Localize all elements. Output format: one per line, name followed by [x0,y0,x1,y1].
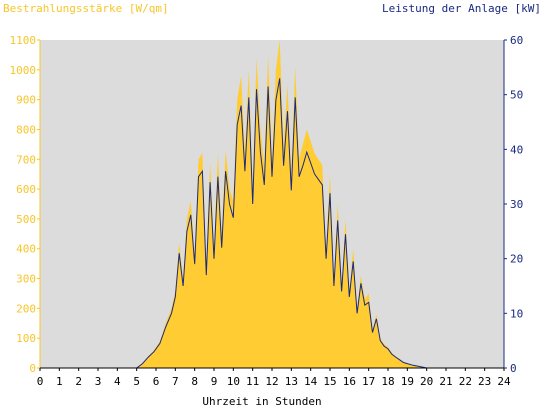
right-tick-label: 60 [510,34,523,47]
x-tick-label: 7 [172,375,179,388]
power-series-line [40,78,504,369]
x-tick-label: 0 [37,375,44,388]
x-tick-label: 6 [153,375,160,388]
left-tick-label: 800 [16,123,36,136]
right-axis-title: Leistung der Anlage [kW] [382,2,541,15]
left-tick-label: 1000 [10,64,37,77]
x-tick-label: 3 [95,375,102,388]
x-tick-label: 17 [362,375,375,388]
right-tick-label: 50 [510,89,523,102]
left-tick-label: 400 [16,243,36,256]
left-tick-label: 600 [16,183,36,196]
x-tick-label: 13 [285,375,298,388]
x-tick-label: 19 [401,375,414,388]
x-tick-label: 24 [497,375,511,388]
left-axis-title: Bestrahlungsstärke [W/qm] [3,2,169,15]
x-tick-label: 8 [191,375,198,388]
x-tick-label: 9 [211,375,218,388]
x-tick-label: 21 [439,375,452,388]
x-tick-label: 22 [459,375,472,388]
x-tick-label: 2 [75,375,82,388]
x-tick-label: 20 [420,375,433,388]
left-tick-label: 200 [16,302,36,315]
x-tick-label: 4 [114,375,121,388]
right-tick-label: 10 [510,307,523,320]
x-tick-label: 14 [304,375,318,388]
x-tick-label: 15 [323,375,336,388]
left-tick-label: 0 [29,362,36,375]
irradiance-series-area [40,40,504,368]
x-tick-label: 12 [265,375,278,388]
left-tick-label: 1100 [10,34,37,47]
left-tick-label: 100 [16,332,36,345]
x-axis-title: Uhrzeit in Stunden [202,395,321,408]
left-tick-label: 900 [16,94,36,107]
right-tick-label: 40 [510,143,523,156]
x-tick-label: 18 [381,375,394,388]
x-tick-label: 16 [343,375,356,388]
x-tick-label: 23 [478,375,491,388]
x-tick-label: 5 [133,375,140,388]
x-tick-label: 11 [246,375,259,388]
left-tick-label: 300 [16,273,36,286]
x-tick-label: 1 [56,375,63,388]
left-tick-label: 700 [16,153,36,166]
right-tick-label: 0 [510,362,517,375]
left-tick-label: 500 [16,213,36,226]
right-tick-label: 20 [510,253,523,266]
right-tick-label: 30 [510,198,523,211]
x-tick-label: 10 [227,375,240,388]
